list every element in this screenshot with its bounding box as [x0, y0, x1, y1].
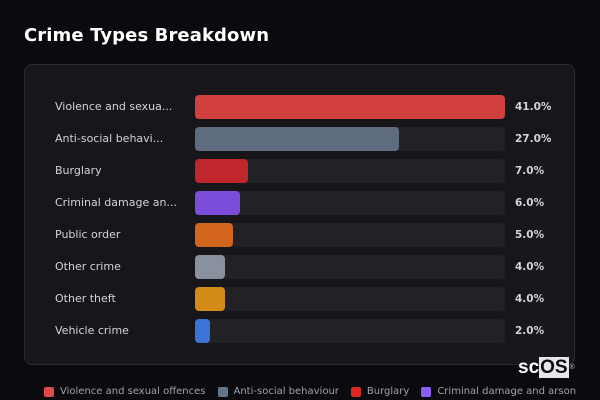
legend-swatch-icon: [217, 386, 228, 397]
bar-label: Public order: [55, 228, 121, 241]
registered-mark-icon: ®: [569, 364, 575, 371]
bar-fill[interactable]: [195, 255, 226, 279]
bar-value: 41.0%: [515, 101, 552, 113]
legend-item[interactable]: Violence and sexual offences: [44, 386, 206, 397]
bar-row: Other theft 4.0%: [25, 287, 574, 311]
bar-row: Other crime 4.0%: [25, 255, 574, 279]
bar-value: 2.0%: [515, 325, 545, 337]
bar-value: 4.0%: [515, 261, 545, 273]
legend-label: Criminal damage and arson: [437, 386, 577, 397]
legend-item[interactable]: Burglary: [350, 386, 410, 397]
legend-item[interactable]: Anti-social behaviour: [217, 386, 339, 397]
bar-fill[interactable]: [195, 159, 248, 183]
bar-value: 7.0%: [515, 165, 545, 177]
bar-track: [195, 159, 505, 183]
bar-track: [195, 191, 505, 215]
bar-fill[interactable]: [195, 319, 211, 343]
bar-value: 27.0%: [515, 133, 552, 145]
legend-swatch-icon: [44, 386, 54, 397]
watermark-prefix: sc: [518, 357, 540, 378]
bar-row: Vehicle crime 2.0%: [25, 319, 574, 343]
bar-row: Public order 5.0%: [25, 223, 574, 247]
bar-track: [195, 287, 505, 311]
bar-row: Violence and sexua... 41.0%: [25, 95, 574, 119]
bar-label: Burglary: [55, 164, 102, 177]
bar-fill[interactable]: [195, 95, 505, 119]
chart-legend: Violence and sexual offences Anti-social …: [44, 386, 576, 397]
bar-label: Other crime: [55, 260, 121, 273]
bar-fill[interactable]: [195, 191, 241, 215]
watermark-highlight: OS: [539, 357, 569, 378]
bar-track: [195, 223, 505, 247]
bar-fill[interactable]: [195, 127, 400, 151]
bar-row: Criminal damage an... 6.0%: [25, 191, 574, 215]
legend-swatch-icon: [350, 386, 361, 397]
bar-track: [195, 95, 505, 119]
bar-value: 4.0%: [515, 293, 545, 305]
bar-track: [195, 255, 505, 279]
bar-fill[interactable]: [195, 287, 226, 311]
bar-track: [195, 319, 505, 343]
bar-row: Anti-social behavi... 27.0%: [25, 127, 574, 151]
legend-swatch-icon: [421, 386, 432, 397]
legend-label: Burglary: [366, 386, 410, 397]
page-title: Crime Types Breakdown: [24, 25, 270, 46]
chart-card: Violence and sexua... 41.0% Anti-social be…: [24, 64, 575, 365]
legend-label: Anti-social behaviour: [233, 386, 339, 397]
bar-value: 5.0%: [515, 229, 545, 241]
bar-label: Anti-social behavi...: [55, 132, 164, 145]
bar-value: 6.0%: [515, 197, 545, 209]
legend-label: Violence and sexual offences: [60, 386, 206, 397]
bar-row: Burglary 7.0%: [25, 159, 574, 183]
bar-label: Criminal damage an...: [55, 196, 177, 209]
bar-label: Violence and sexua...: [55, 100, 173, 113]
bar-label: Vehicle crime: [55, 324, 129, 337]
legend-item[interactable]: Criminal damage and arson: [421, 386, 576, 397]
bar-fill[interactable]: [195, 223, 233, 247]
scos-watermark-logo: scOS ®: [518, 357, 575, 378]
bar-label: Other theft: [55, 292, 116, 305]
bar-track: [195, 127, 505, 151]
